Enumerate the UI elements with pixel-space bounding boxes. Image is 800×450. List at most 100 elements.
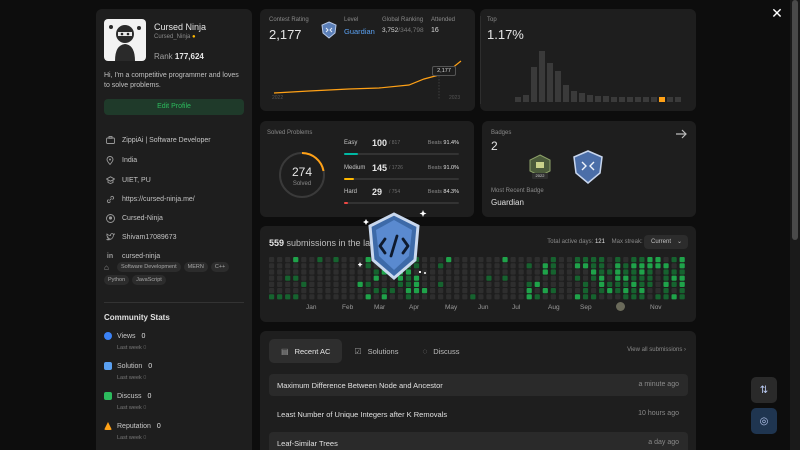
- heatmap-cell[interactable]: [454, 288, 460, 294]
- heatmap-cell[interactable]: [607, 294, 613, 300]
- heatmap-cell[interactable]: [494, 257, 500, 263]
- heatmap-cell[interactable]: [341, 294, 347, 300]
- tab-recent-ac[interactable]: ▤ Recent AC: [269, 339, 343, 363]
- heatmap-cell[interactable]: [381, 275, 387, 281]
- heatmap-cell[interactable]: [671, 263, 677, 269]
- heatmap-cell[interactable]: [639, 288, 645, 294]
- heatmap-cell[interactable]: [446, 263, 452, 269]
- heatmap-cell[interactable]: [438, 281, 444, 287]
- heatmap-cell[interactable]: [631, 281, 637, 287]
- heatmap-cell[interactable]: [349, 281, 355, 287]
- heatmap-cell[interactable]: [277, 294, 283, 300]
- heatmap-cell[interactable]: [502, 257, 508, 263]
- heatmap-cell[interactable]: [325, 281, 331, 287]
- heatmap-cell[interactable]: [486, 269, 492, 275]
- heatmap-cell[interactable]: [526, 288, 532, 294]
- heatmap-cell[interactable]: [591, 281, 597, 287]
- heatmap-cell[interactable]: [631, 263, 637, 269]
- heatmap-cell[interactable]: [494, 263, 500, 269]
- heatmap-cell[interactable]: [373, 288, 379, 294]
- heatmap-cell[interactable]: [309, 269, 315, 275]
- heatmap-cell[interactable]: [639, 275, 645, 281]
- heatmap-cell[interactable]: [502, 288, 508, 294]
- heatmap-cell[interactable]: [679, 263, 685, 269]
- heatmap-cell[interactable]: [438, 269, 444, 275]
- heatmap-cell[interactable]: [550, 281, 556, 287]
- heatmap-cell[interactable]: [413, 294, 420, 300]
- info-linkedin-link[interactable]: cursed-ninja: [122, 252, 161, 260]
- heatmap-cell[interactable]: [446, 275, 452, 281]
- heatmap-cell[interactable]: [317, 275, 323, 281]
- heatmap-cell[interactable]: [631, 275, 637, 281]
- heatmap-cell[interactable]: [309, 275, 315, 281]
- heatmap-cell[interactable]: [558, 288, 564, 294]
- heatmap-cell[interactable]: [526, 275, 532, 281]
- heatmap-cell[interactable]: [365, 269, 371, 275]
- heatmap-cell[interactable]: [269, 257, 275, 263]
- heatmap-cell[interactable]: [397, 281, 403, 287]
- heatmap-cell[interactable]: [526, 294, 532, 300]
- heatmap-cell[interactable]: [566, 281, 573, 287]
- heatmap-cell[interactable]: [373, 275, 379, 281]
- avatar[interactable]: [104, 19, 146, 61]
- heatmap-cell[interactable]: [373, 269, 379, 275]
- heatmap-cell[interactable]: [269, 269, 275, 275]
- heatmap-cell[interactable]: [478, 275, 484, 281]
- heatmap-cell[interactable]: [333, 294, 339, 300]
- heatmap-cell[interactable]: [389, 288, 395, 294]
- heatmap-cell[interactable]: [671, 294, 677, 300]
- heatmap-cell[interactable]: [663, 257, 669, 263]
- heatmap-cell[interactable]: [389, 281, 395, 287]
- heatmap-cell[interactable]: [317, 269, 323, 275]
- info-row-linkedin[interactable]: in cursed-ninja: [104, 250, 160, 262]
- heatmap-cell[interactable]: [494, 281, 500, 287]
- heatmap-cell[interactable]: [679, 257, 685, 263]
- heatmap-cell[interactable]: [534, 263, 540, 269]
- heatmap-cell[interactable]: [373, 281, 379, 287]
- heatmap-cell[interactable]: [639, 263, 645, 269]
- heatmap-cell[interactable]: [591, 257, 597, 263]
- heatmap-cell[interactable]: [607, 281, 613, 287]
- heatmap-cell[interactable]: [333, 257, 339, 263]
- heatmap-cell[interactable]: [639, 269, 645, 275]
- heatmap-cell[interactable]: [631, 294, 637, 300]
- heatmap-cell[interactable]: [446, 288, 452, 294]
- heatmap-cell[interactable]: [333, 269, 339, 275]
- heatmap-cell[interactable]: [446, 257, 452, 263]
- page-scrollbar[interactable]: [790, 0, 800, 450]
- heatmap-cell[interactable]: [421, 275, 428, 281]
- heatmap-cell[interactable]: [679, 275, 685, 281]
- heatmap-cell[interactable]: [631, 257, 637, 263]
- heatmap-cell[interactable]: [671, 257, 677, 263]
- heatmap-cell[interactable]: [325, 288, 331, 294]
- heatmap-cell[interactable]: [486, 275, 492, 281]
- heatmap-cell[interactable]: [293, 275, 299, 281]
- heatmap-cell[interactable]: [349, 263, 355, 269]
- heatmap-cell[interactable]: [325, 263, 331, 269]
- heatmap-cell[interactable]: [293, 269, 299, 275]
- heatmap-cell[interactable]: [566, 288, 573, 294]
- heatmap-cell[interactable]: [639, 294, 645, 300]
- heatmap-cell[interactable]: [574, 275, 581, 281]
- heatmap-cell[interactable]: [293, 294, 299, 300]
- submission-title[interactable]: Maximum Difference Between Node and Ance…: [277, 381, 443, 390]
- skill-tag[interactable]: JavaScript: [132, 275, 166, 285]
- heatmap-cell[interactable]: [438, 257, 444, 263]
- heatmap-cell[interactable]: [269, 294, 275, 300]
- heatmap-cell[interactable]: [663, 275, 669, 281]
- heatmap-cell[interactable]: [599, 257, 605, 263]
- heatmap-cell[interactable]: [518, 288, 524, 294]
- switch-icon[interactable]: ⇅: [751, 377, 777, 403]
- heatmap-cell[interactable]: [542, 288, 548, 294]
- heatmap-cell[interactable]: [430, 288, 436, 294]
- heatmap-cell[interactable]: [454, 275, 460, 281]
- heatmap-cell[interactable]: [462, 269, 468, 275]
- heatmap-cell[interactable]: [301, 281, 307, 287]
- heatmap-cell[interactable]: [454, 257, 460, 263]
- heatmap-cell[interactable]: [615, 257, 621, 263]
- heatmap-cell[interactable]: [558, 257, 564, 263]
- heatmap-cell[interactable]: [478, 294, 484, 300]
- heatmap-cell[interactable]: [558, 281, 564, 287]
- heatmap-cell[interactable]: [430, 263, 436, 269]
- heatmap-cell[interactable]: [607, 275, 613, 281]
